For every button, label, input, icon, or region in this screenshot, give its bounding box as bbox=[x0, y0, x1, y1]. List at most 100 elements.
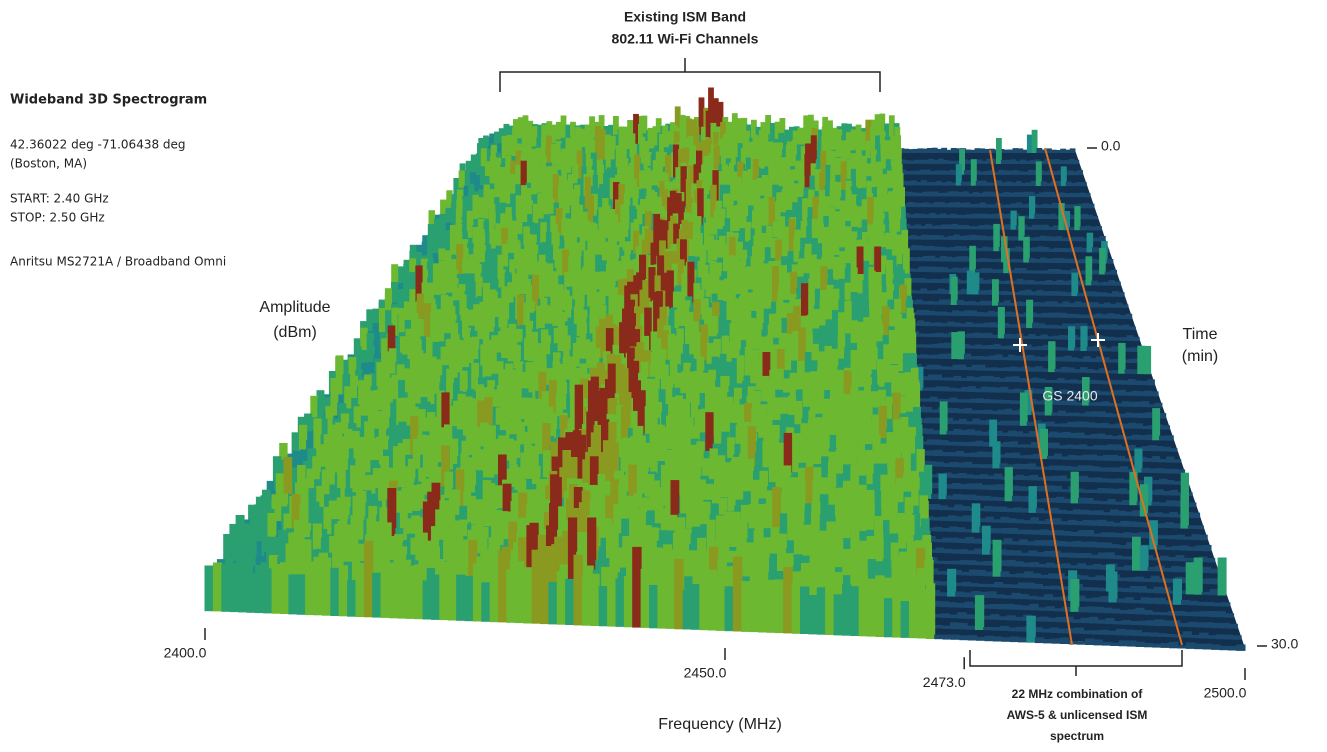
surface-cell bbox=[1048, 530, 1057, 535]
surface-cell bbox=[1072, 314, 1079, 318]
surface-cell bbox=[1080, 476, 1088, 482]
surface-cell bbox=[1078, 465, 1086, 471]
surface-cell bbox=[1059, 335, 1066, 340]
surface-cell bbox=[983, 496, 991, 501]
surface-cell bbox=[1028, 280, 1035, 285]
surface-cell bbox=[1124, 565, 1133, 570]
surface-cell bbox=[1145, 458, 1153, 462]
surface-cell bbox=[981, 387, 989, 393]
surface-cell bbox=[965, 367, 972, 370]
surface-cell bbox=[1057, 280, 1064, 285]
surface-cell bbox=[1132, 391, 1140, 396]
surface-cell bbox=[1135, 402, 1143, 407]
surface-cell bbox=[1062, 348, 1069, 351]
surface-cell bbox=[1073, 445, 1081, 449]
surface-cell bbox=[1183, 558, 1192, 562]
surface-cell bbox=[931, 344, 938, 348]
surface-cell bbox=[948, 515, 957, 521]
surface-cell bbox=[1144, 346, 1151, 374]
surface-cell bbox=[1031, 292, 1038, 296]
surface-cell bbox=[1120, 337, 1127, 341]
surface-cell bbox=[1092, 302, 1099, 307]
surface-cell bbox=[1176, 535, 1185, 540]
surface-cell bbox=[967, 333, 974, 337]
surface-cell bbox=[1142, 426, 1150, 429]
surface-cell bbox=[1058, 411, 1066, 416]
surface-cell bbox=[928, 450, 936, 455]
surface-cell bbox=[1088, 422, 1096, 427]
surface-cell bbox=[1054, 454, 1062, 460]
surface-cell bbox=[1023, 280, 1030, 284]
surface-cell bbox=[1056, 433, 1064, 438]
surface-cell bbox=[1078, 498, 1086, 504]
surface-cell bbox=[922, 310, 929, 315]
surface-cell bbox=[1026, 455, 1034, 459]
surface-cell bbox=[1065, 413, 1073, 417]
surface-cell bbox=[932, 418, 940, 424]
surface-cell bbox=[951, 408, 959, 413]
surface-cell bbox=[1066, 511, 1074, 514]
surface-cell bbox=[925, 418, 933, 424]
surface-cell bbox=[1040, 575, 1049, 579]
surface-cell bbox=[961, 289, 968, 294]
surface-cell bbox=[957, 527, 966, 532]
surface-cell bbox=[1079, 444, 1087, 449]
surface-cell bbox=[1051, 508, 1059, 514]
surface-cell bbox=[1138, 435, 1146, 440]
surface-cell bbox=[1063, 466, 1071, 471]
surface-cell bbox=[1156, 446, 1164, 451]
surface-cell bbox=[967, 550, 976, 554]
surface-cell bbox=[1024, 445, 1032, 448]
surface-cell bbox=[1032, 323, 1039, 329]
surface-cell bbox=[947, 507, 955, 510]
surface-cell bbox=[1110, 304, 1117, 308]
surface-cell bbox=[966, 214, 972, 218]
surface-cell bbox=[1030, 517, 1039, 523]
surface-cell bbox=[916, 310, 923, 315]
surface-cell bbox=[1080, 542, 1089, 547]
surface-cell bbox=[966, 322, 973, 327]
surface-cell bbox=[975, 441, 983, 447]
surface-cell bbox=[1127, 577, 1136, 581]
surface-cell bbox=[1017, 279, 1024, 285]
surface-cell bbox=[1073, 160, 1079, 164]
surface-cell bbox=[1080, 303, 1087, 308]
surface-cell bbox=[1025, 530, 1034, 535]
surface-cell bbox=[940, 401, 948, 434]
surface-cell bbox=[1016, 573, 1025, 577]
surface-cell bbox=[957, 300, 964, 305]
surface-cell bbox=[1102, 401, 1110, 406]
surface-cell bbox=[1170, 512, 1178, 518]
surface-cell bbox=[971, 410, 979, 414]
surface-cell bbox=[1105, 521, 1114, 526]
surface-cell bbox=[1143, 578, 1152, 582]
surface-cell bbox=[982, 214, 988, 219]
surface-cell bbox=[1116, 478, 1124, 483]
surface-cell bbox=[947, 322, 954, 327]
surface-cell bbox=[1137, 346, 1144, 374]
surface-cell bbox=[1037, 290, 1044, 296]
surface-cell bbox=[939, 474, 947, 500]
surface-cell bbox=[967, 429, 975, 435]
surface-cell bbox=[978, 410, 986, 414]
surface-cell bbox=[938, 343, 945, 348]
surface-cell bbox=[959, 365, 966, 371]
surface-cell bbox=[1125, 413, 1133, 418]
surface-cell bbox=[1086, 256, 1093, 285]
surface-cell bbox=[1046, 563, 1055, 568]
surface-cell bbox=[1010, 334, 1017, 338]
surface-cell bbox=[937, 333, 944, 337]
surface-cell bbox=[952, 310, 959, 316]
surface-cell bbox=[1017, 530, 1026, 535]
surface-cell bbox=[1168, 557, 1177, 561]
surface-cell bbox=[941, 440, 949, 445]
surface-cell bbox=[934, 527, 943, 532]
surface-cell bbox=[980, 474, 988, 479]
surface-cell bbox=[1045, 214, 1051, 219]
surface-cell bbox=[928, 375, 936, 381]
surface-cell bbox=[952, 421, 960, 425]
surface-cell bbox=[1142, 446, 1150, 451]
surface-cell bbox=[1107, 259, 1114, 264]
surface-cell bbox=[1054, 486, 1062, 492]
surface-cell bbox=[1044, 551, 1053, 557]
